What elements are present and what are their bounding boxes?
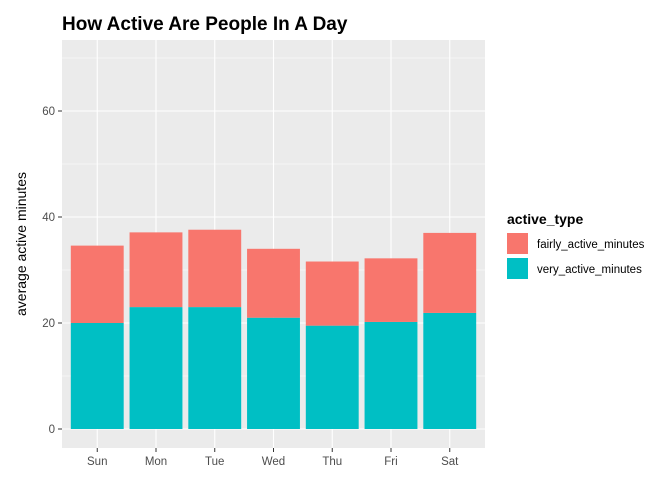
legend: active_type fairly_active_minutes very_ac… — [507, 211, 645, 279]
y-tick-label: 0 — [49, 424, 55, 436]
bars — [70, 229, 477, 429]
bar-fairly_active_minutes-mon — [129, 232, 183, 308]
bar-very_active_minutes-mon — [129, 307, 183, 429]
x-axis-ticks: Sun Mon Tue Wed Thu Fri Sat — [87, 448, 459, 468]
x-tick-label-fri: Fri — [384, 456, 397, 468]
bar-fairly_active_minutes-sat — [423, 232, 477, 313]
bar-very_active_minutes-tue — [188, 307, 242, 429]
bar-fairly_active_minutes-wed — [247, 248, 300, 318]
chart-title: How Active Are People In A Day — [62, 14, 348, 35]
legend-label-fairly_active_minutes: fairly_active_minutes — [537, 239, 645, 251]
x-tick-label-sat: Sat — [441, 456, 459, 468]
x-tick-label-sun: Sun — [87, 456, 107, 468]
bar-fairly_active_minutes-tue — [188, 229, 242, 308]
bar-fairly_active_minutes-sun — [70, 245, 124, 323]
x-tick-label-thu: Thu — [322, 456, 342, 468]
x-tick-label-mon: Mon — [145, 456, 167, 468]
bar-fairly_active_minutes-fri — [364, 258, 418, 322]
bar-very_active_minutes-sat — [423, 312, 477, 429]
legend-key-very_active_minutes — [507, 258, 528, 279]
bar-very_active_minutes-fri — [364, 321, 418, 429]
y-tick-label: 40 — [42, 212, 55, 224]
y-axis-title: average active minutes — [13, 172, 29, 316]
bar-very_active_minutes-wed — [247, 317, 300, 429]
legend-key-fairly_active_minutes — [507, 233, 528, 254]
y-axis-ticks: 0 20 40 60 — [42, 106, 62, 436]
bar-very_active_minutes-thu — [305, 325, 359, 429]
y-tick-label: 20 — [42, 318, 55, 330]
bar-fairly_active_minutes-thu — [305, 261, 359, 326]
legend-title: active_type — [507, 211, 583, 227]
bar-very_active_minutes-sun — [70, 323, 124, 429]
legend-label-very_active_minutes: very_active_minutes — [537, 264, 642, 276]
x-tick-label-tue: Tue — [205, 456, 224, 468]
x-tick-label-wed: Wed — [262, 456, 285, 468]
y-tick-label: 60 — [42, 106, 55, 118]
